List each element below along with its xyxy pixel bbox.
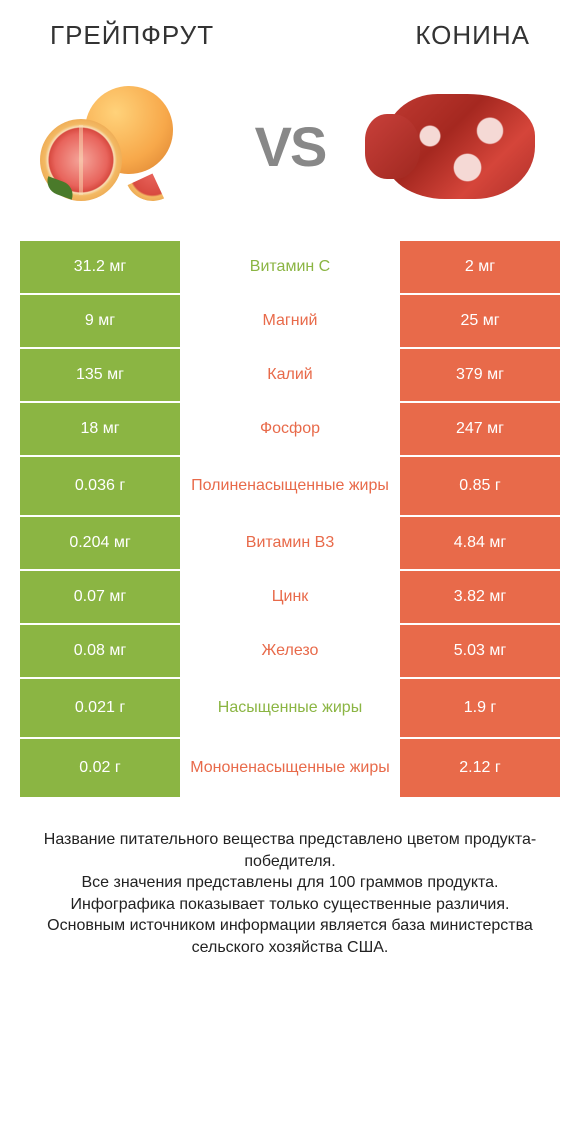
cell-left-value: 0.204 мг bbox=[20, 517, 180, 569]
table-row: 0.07 мгЦинк3.82 мг bbox=[20, 571, 560, 625]
table-row: 0.204 мгВитамин B34.84 мг bbox=[20, 517, 560, 571]
table-row: 31.2 мгВитамин C2 мг bbox=[20, 241, 560, 295]
title-left: ГРЕЙПФРУТ bbox=[50, 20, 214, 51]
cell-left-value: 0.07 мг bbox=[20, 571, 180, 623]
cell-right-value: 1.9 г bbox=[400, 679, 560, 737]
cell-right-value: 2 мг bbox=[400, 241, 560, 293]
cell-right-value: 4.84 мг bbox=[400, 517, 560, 569]
cell-right-value: 0.85 г bbox=[400, 457, 560, 515]
table-row: 0.036 гПолиненасыщенные жиры0.85 г bbox=[20, 457, 560, 517]
table-row: 0.02 гМононенасыщенные жиры2.12 г bbox=[20, 739, 560, 799]
hero-row: VS bbox=[0, 61, 580, 241]
cell-left-value: 9 мг bbox=[20, 295, 180, 347]
cell-left-value: 0.02 г bbox=[20, 739, 180, 797]
cell-left-value: 18 мг bbox=[20, 403, 180, 455]
cell-right-value: 247 мг bbox=[400, 403, 560, 455]
cell-nutrient-label: Витамин C bbox=[180, 241, 400, 293]
meat-image bbox=[380, 81, 540, 211]
title-right: КОНИНА bbox=[415, 20, 530, 51]
cell-left-value: 31.2 мг bbox=[20, 241, 180, 293]
footnote-text: Название питательного вещества представл… bbox=[0, 799, 580, 959]
cell-nutrient-label: Мононенасыщенные жиры bbox=[180, 739, 400, 797]
cell-right-value: 5.03 мг bbox=[400, 625, 560, 677]
cell-nutrient-label: Полиненасыщенные жиры bbox=[180, 457, 400, 515]
table-row: 18 мгФосфор247 мг bbox=[20, 403, 560, 457]
cell-right-value: 3.82 мг bbox=[400, 571, 560, 623]
cell-nutrient-label: Витамин B3 bbox=[180, 517, 400, 569]
cell-right-value: 25 мг bbox=[400, 295, 560, 347]
table-row: 9 мгМагний25 мг bbox=[20, 295, 560, 349]
comparison-table: 31.2 мгВитамин C2 мг9 мгМагний25 мг135 м… bbox=[0, 241, 580, 799]
titles-row: ГРЕЙПФРУТ КОНИНА bbox=[0, 0, 580, 61]
table-row: 0.021 гНасыщенные жиры1.9 г bbox=[20, 679, 560, 739]
cell-left-value: 0.036 г bbox=[20, 457, 180, 515]
cell-right-value: 379 мг bbox=[400, 349, 560, 401]
cell-left-value: 135 мг bbox=[20, 349, 180, 401]
cell-nutrient-label: Фосфор bbox=[180, 403, 400, 455]
cell-right-value: 2.12 г bbox=[400, 739, 560, 797]
cell-nutrient-label: Железо bbox=[180, 625, 400, 677]
grapefruit-image bbox=[40, 81, 200, 211]
table-row: 135 мгКалий379 мг bbox=[20, 349, 560, 403]
cell-nutrient-label: Насыщенные жиры bbox=[180, 679, 400, 737]
cell-left-value: 0.08 мг bbox=[20, 625, 180, 677]
vs-label: VS bbox=[255, 114, 326, 179]
cell-nutrient-label: Цинк bbox=[180, 571, 400, 623]
table-row: 0.08 мгЖелезо5.03 мг bbox=[20, 625, 560, 679]
cell-nutrient-label: Калий bbox=[180, 349, 400, 401]
cell-left-value: 0.021 г bbox=[20, 679, 180, 737]
cell-nutrient-label: Магний bbox=[180, 295, 400, 347]
